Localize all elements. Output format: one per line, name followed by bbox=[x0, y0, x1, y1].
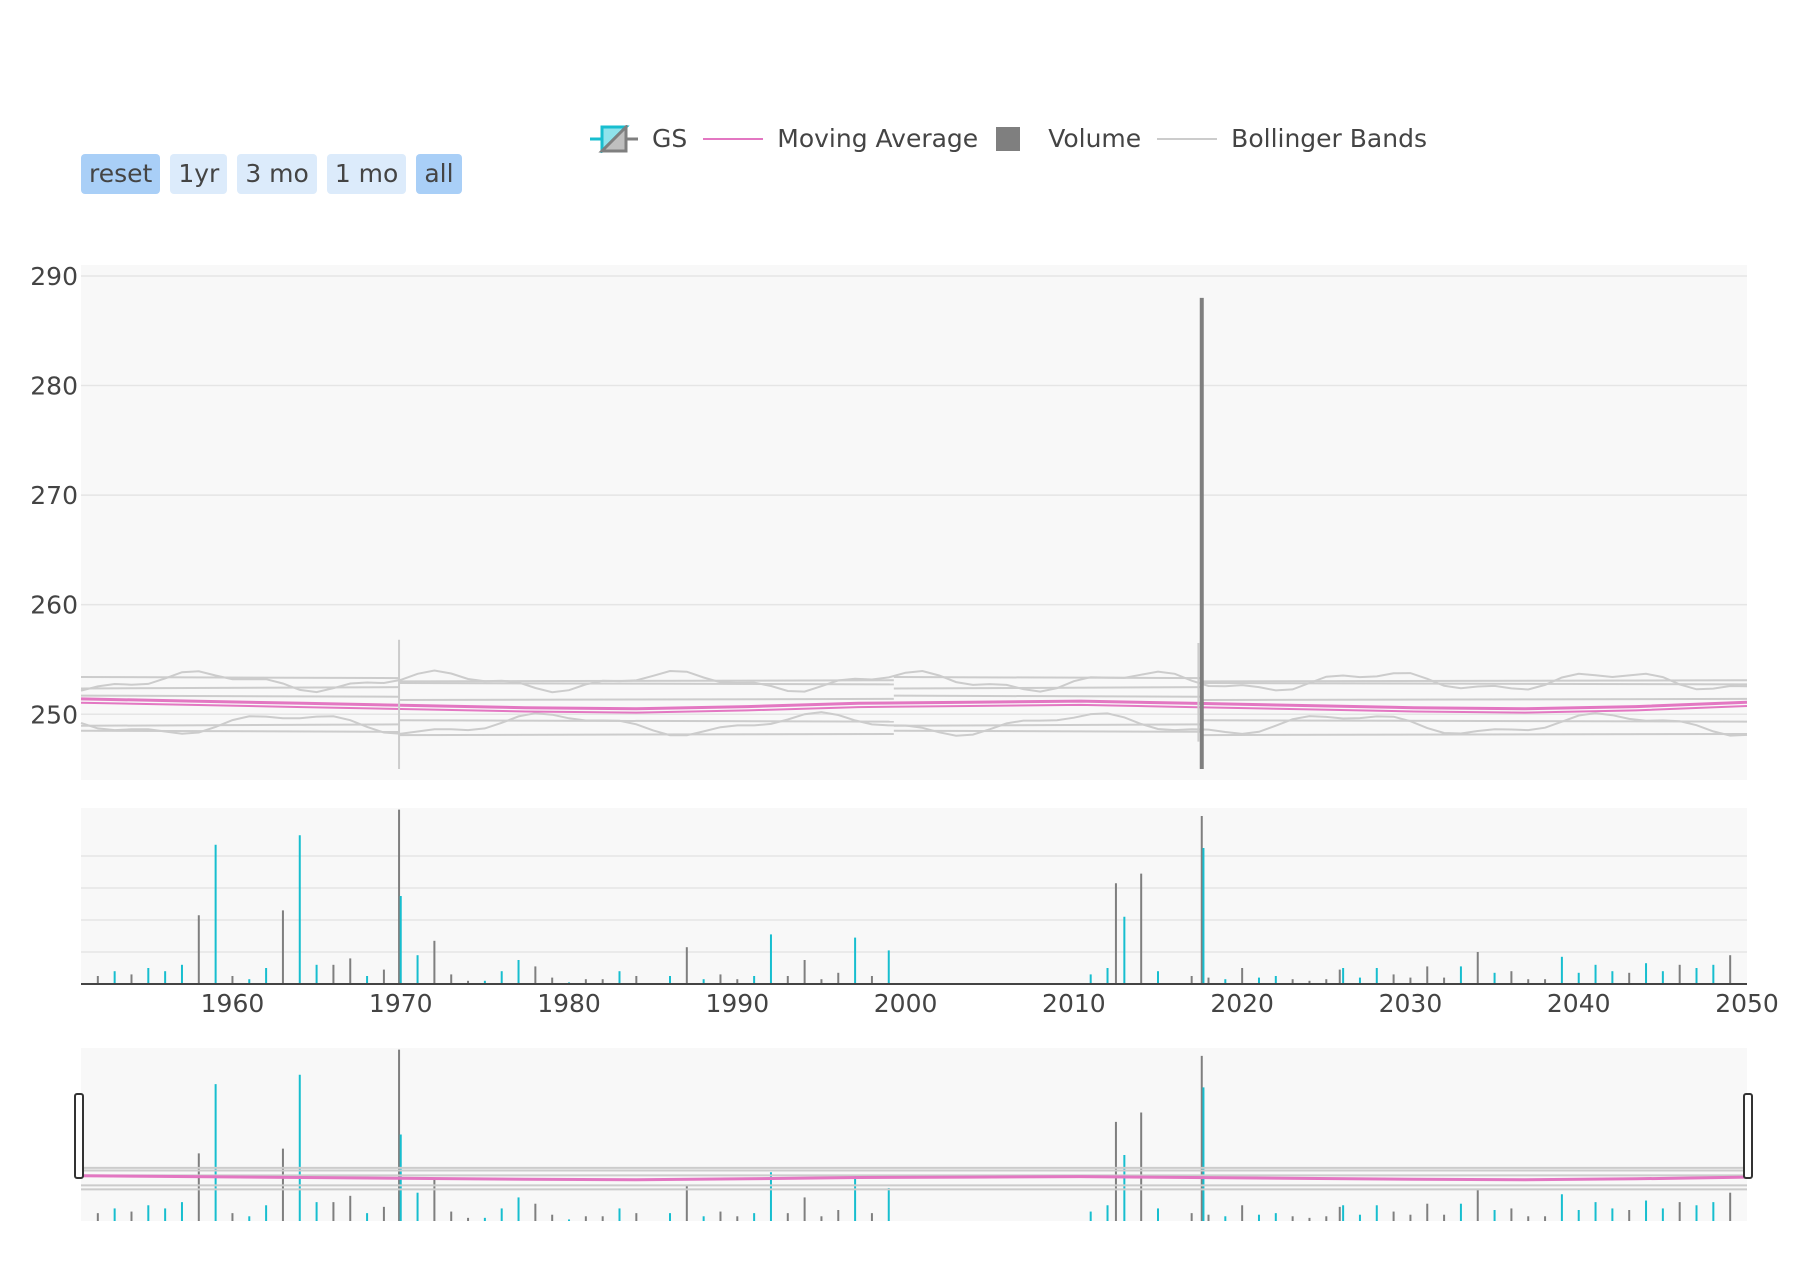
x-tick-label: 1980 bbox=[537, 989, 601, 1018]
bollinger-band-line bbox=[399, 682, 894, 686]
bollinger-band-line bbox=[1201, 732, 1748, 737]
range-slider[interactable] bbox=[74, 1048, 1753, 1221]
candlestick-icon bbox=[590, 124, 638, 153]
line-swatch-icon bbox=[1157, 137, 1218, 140]
x-tick-label: 1970 bbox=[369, 989, 433, 1018]
volume-plot-background bbox=[81, 808, 1747, 984]
moving-average-line bbox=[80, 701, 1748, 714]
x-tick-label: 1960 bbox=[201, 989, 265, 1018]
price-tick-label: 260 bbox=[30, 591, 78, 620]
range-button-reset[interactable]: reset bbox=[81, 154, 161, 194]
price-tick-label: 290 bbox=[30, 262, 78, 291]
x-tick-label: 2000 bbox=[874, 989, 938, 1018]
slider-handle-left bbox=[74, 1093, 84, 1179]
x-axis: 1960 1970 1980 1990 2000 2010 2020 2030 2040 2050 bbox=[201, 989, 1779, 1018]
legend-item-volume[interactable]: Volume bbox=[994, 124, 1141, 153]
bollinger-band-line bbox=[80, 686, 400, 690]
bollinger-band-line bbox=[893, 723, 1202, 727]
bollinger-band-line bbox=[1201, 682, 1748, 686]
x-tick-label: 2030 bbox=[1379, 989, 1443, 1018]
x-tick-label: 2050 bbox=[1715, 989, 1779, 1018]
bollinger-band-line bbox=[1201, 697, 1748, 702]
price-plot-background bbox=[81, 265, 1747, 780]
bollinger-band-line bbox=[893, 729, 1202, 733]
legend-label-volume: Volume bbox=[1048, 124, 1142, 153]
bollinger-band-line bbox=[399, 697, 894, 702]
x-tick-label: 2040 bbox=[1547, 989, 1611, 1018]
legend-label-ma: Moving Average bbox=[777, 124, 979, 153]
bollinger-band-line bbox=[1201, 679, 1748, 683]
bollinger-band-line bbox=[80, 723, 400, 727]
slider-handle-right bbox=[1743, 1093, 1753, 1179]
slider-moving-average bbox=[80, 1174, 1748, 1182]
x-tick-label: 1990 bbox=[705, 989, 769, 1018]
legend-item-ma[interactable]: Moving Average bbox=[703, 124, 978, 153]
range-button-3mo[interactable]: 3 mo bbox=[237, 154, 317, 194]
range-button-all[interactable]: all bbox=[416, 154, 462, 194]
slider-background bbox=[81, 1048, 1747, 1221]
bollinger-band-line bbox=[80, 729, 400, 733]
price-tick-label: 250 bbox=[30, 700, 78, 729]
moving-average-line bbox=[80, 697, 1748, 711]
volume-panel bbox=[81, 808, 1747, 985]
legend-item-bb[interactable]: Bollinger Bands bbox=[1157, 124, 1427, 153]
bar-swatch-icon bbox=[996, 126, 1021, 151]
range-button-1yr[interactable]: 1yr bbox=[170, 154, 228, 194]
bollinger-band-line bbox=[893, 686, 1202, 690]
range-selector: reset 1yr 3 mo 1 mo all bbox=[81, 154, 462, 194]
price-tick-label: 280 bbox=[30, 372, 78, 401]
bollinger-band-line bbox=[893, 694, 1202, 698]
bollinger-upper-band bbox=[80, 669, 1748, 694]
legend-label-bb: Bollinger Bands bbox=[1231, 124, 1427, 153]
line-swatch-icon bbox=[703, 137, 764, 140]
bollinger-band-line bbox=[893, 676, 1202, 680]
legend-label-gs: GS bbox=[652, 124, 688, 153]
legend: GS Moving Average Volume Bollinger Bands bbox=[590, 124, 1443, 153]
bollinger-band-line bbox=[80, 694, 400, 698]
range-button-1mo[interactable]: 1 mo bbox=[326, 154, 407, 194]
bollinger-band-line bbox=[399, 719, 894, 723]
bollinger-band-line bbox=[80, 676, 400, 680]
x-tick-label: 2020 bbox=[1210, 989, 1274, 1018]
bollinger-lower-band bbox=[80, 711, 1748, 737]
x-tick-label: 2010 bbox=[1042, 989, 1106, 1018]
price-tick-label: 270 bbox=[30, 481, 78, 510]
price-panel: 250 260 270 280 290 bbox=[30, 262, 1748, 780]
bollinger-band-line bbox=[399, 732, 894, 737]
legend-item-gs[interactable]: GS bbox=[590, 124, 687, 153]
